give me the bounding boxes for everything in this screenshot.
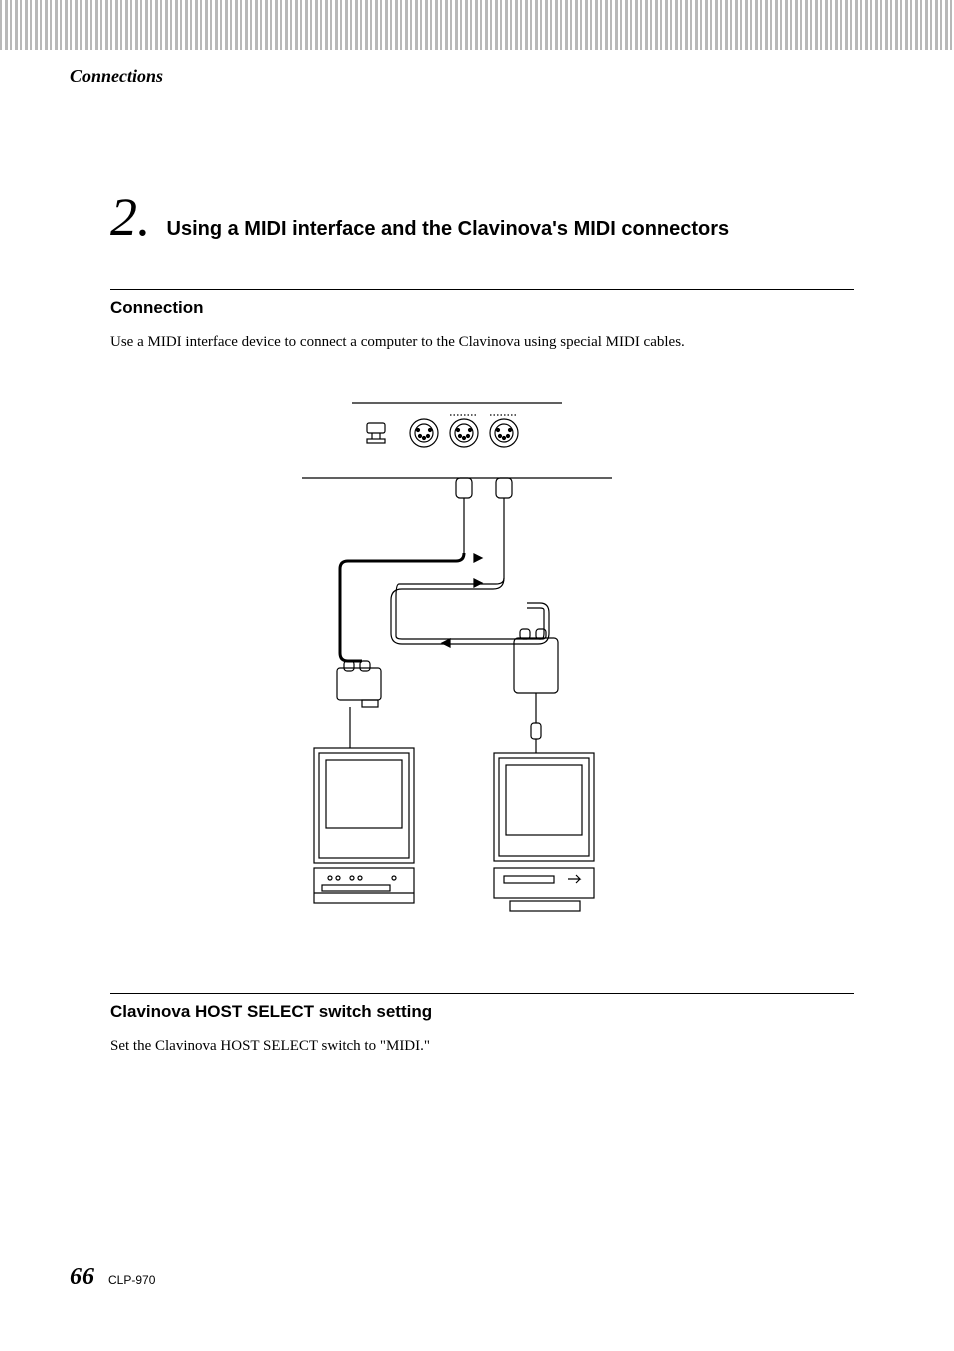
- sub2-title: Clavinova HOST SELECT switch setting: [110, 1002, 854, 1022]
- sub1-body: Use a MIDI interface device to connect a…: [110, 332, 854, 353]
- section-heading: 2. Using a MIDI interface and the Clavin…: [110, 190, 854, 244]
- model-label: CLP-970: [108, 1273, 155, 1287]
- chapter-label: Connections: [70, 66, 163, 87]
- sub2-body: Set the Clavinova HOST SELECT switch to …: [110, 1036, 854, 1057]
- main-content: 2. Using a MIDI interface and the Clavin…: [110, 190, 854, 1057]
- page-number: 66: [70, 1264, 94, 1291]
- section-number: 2.: [110, 190, 151, 244]
- header-barcode: [0, 0, 954, 50]
- subsection-connection: Connection: [110, 289, 854, 318]
- section-title: Using a MIDI interface and the Clavinova…: [167, 218, 730, 241]
- page-footer: 66 CLP-970: [70, 1264, 155, 1291]
- midi-diagram: [110, 393, 854, 923]
- subsection-hostselect: Clavinova HOST SELECT switch setting: [110, 993, 854, 1022]
- sub1-title: Connection: [110, 298, 854, 318]
